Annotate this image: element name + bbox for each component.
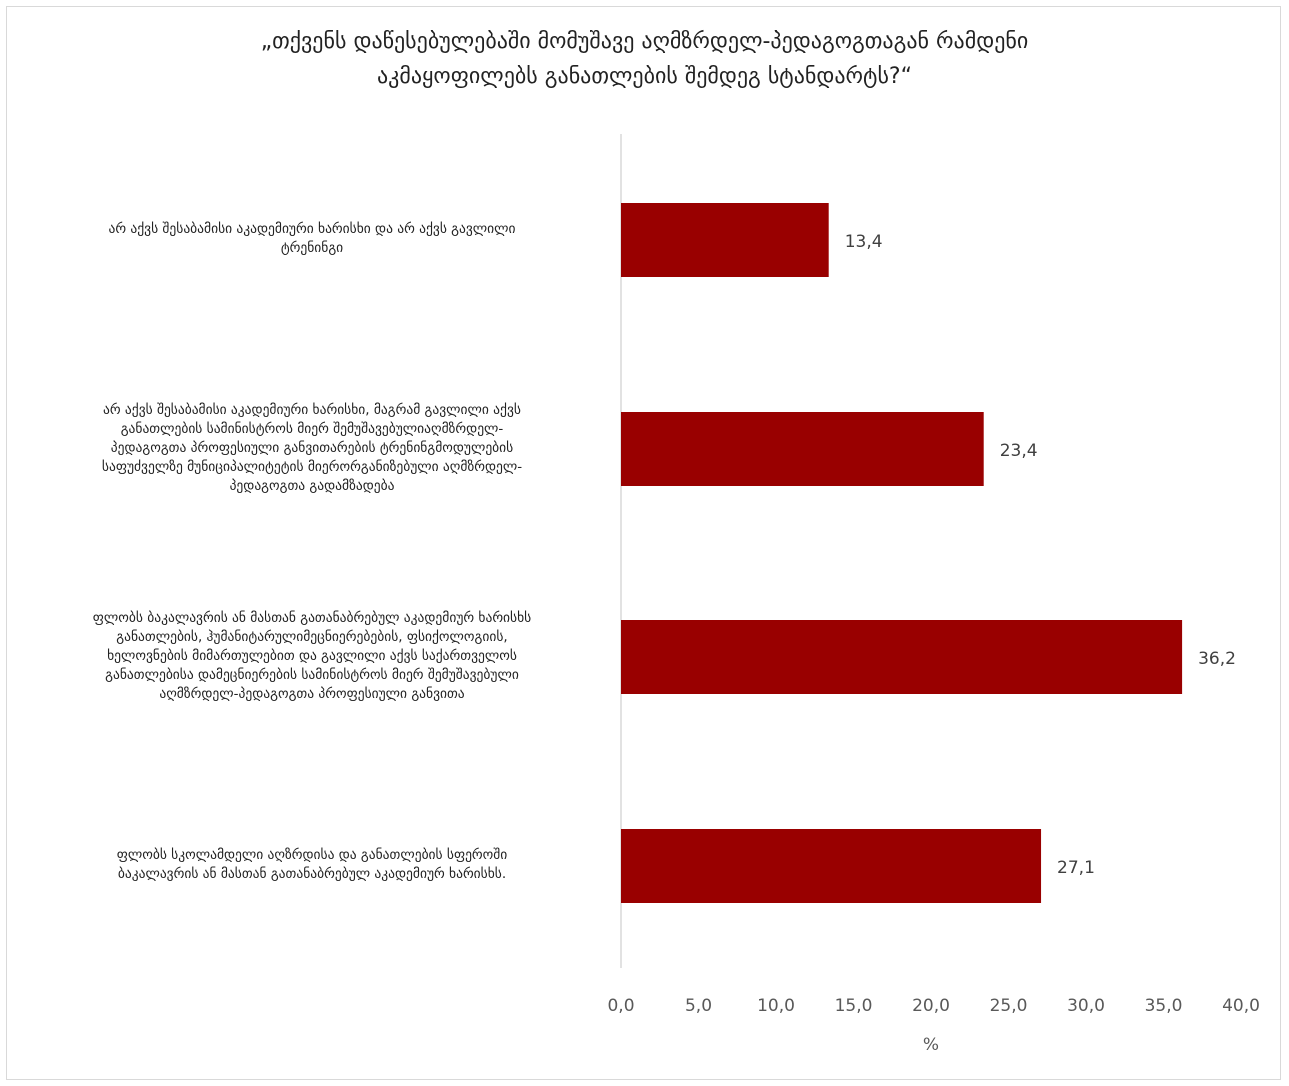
category-label-line: პედაგოგთა პროფესიული განვითარების ტრენინ… (110, 439, 514, 456)
category-label-line: ფლობს სკოლამდელი აღზრდისა და განათლების … (116, 847, 508, 863)
category-label-line: განათლების, ჰუმანიტარულიმეცნიერებების, ფ… (116, 628, 508, 645)
x-tick-label: 25,0 (990, 996, 1028, 1016)
category-label-line: პედაგოგთა გადამზადება (229, 477, 395, 494)
x-tick-label: 35,0 (1145, 996, 1183, 1016)
category-label-line: ტრენინგი (280, 240, 344, 256)
value-label-4: 27,1 (1057, 858, 1095, 878)
category-label-line: ხელოვნების მიმართულებით და გავლილი აქვს … (107, 647, 517, 664)
category-label-line: განათლებისა დამეცნიერების სამინისტროს მი… (105, 666, 519, 683)
bar-4 (621, 829, 1042, 903)
bar-1 (621, 203, 829, 277)
chart-title: „თქვენს დაწესებულებაში მომუშავე აღმზრდელ… (0, 24, 1289, 94)
bar-3 (621, 620, 1183, 694)
x-tick-label: 30,0 (1067, 996, 1105, 1016)
value-label-3: 36,2 (1198, 649, 1236, 669)
category-label-3: ფლობს ბაკალავრის ან მასთან გათანაბრებულ … (12, 609, 612, 704)
value-label-1: 13,4 (845, 232, 883, 252)
x-tick-label: 15,0 (835, 996, 873, 1016)
chart-title-line-1: „თქვენს დაწესებულებაში მომუშავე აღმზრდელ… (260, 29, 1029, 54)
x-tick-label: 10,0 (757, 996, 795, 1016)
category-label-line: არ აქვს შესაბამისი აკადემიური ხარისხი და… (108, 221, 516, 237)
category-label-4: ფლობს სკოლამდელი აღზრდისა და განათლების … (12, 846, 612, 884)
category-label-line: არ აქვს შესაბამისი აკადემიური ხარისხი, მ… (103, 401, 521, 418)
category-label-2: არ აქვს შესაბამისი აკადემიური ხარისხი, მ… (12, 401, 612, 496)
value-label-2: 23,4 (1000, 441, 1038, 461)
bar-2 (621, 412, 984, 486)
category-label-line: აღმზრდელ-პედაგოგთა პროფესიული განვითა (159, 685, 465, 702)
x-tick-label: 40,0 (1222, 996, 1260, 1016)
category-label-1: არ აქვს შესაბამისი აკადემიური ხარისხი და… (12, 220, 612, 258)
x-tick-label: 20,0 (912, 996, 950, 1016)
x-tick-label: 0,0 (607, 996, 634, 1016)
category-label-line: საფუძველზე მუნიციპალიტეტის მიერორგანიზებ… (101, 458, 523, 475)
category-label-line: განათლების სამინისტროს მიერ შემუშავებული… (120, 420, 504, 437)
category-label-line: ბაკალავრის ან მასთან გათანაბრებულ აკადემ… (117, 866, 507, 882)
x-tick-label: 5,0 (685, 996, 712, 1016)
category-label-line: ფლობს ბაკალავრის ან მასთან გათანაბრებულ … (92, 609, 532, 626)
x-axis-title: % (923, 1035, 939, 1055)
chart-title-line-2: აკმაყოფილებს განათლების შემდეგ სტანდარტს… (376, 64, 913, 89)
